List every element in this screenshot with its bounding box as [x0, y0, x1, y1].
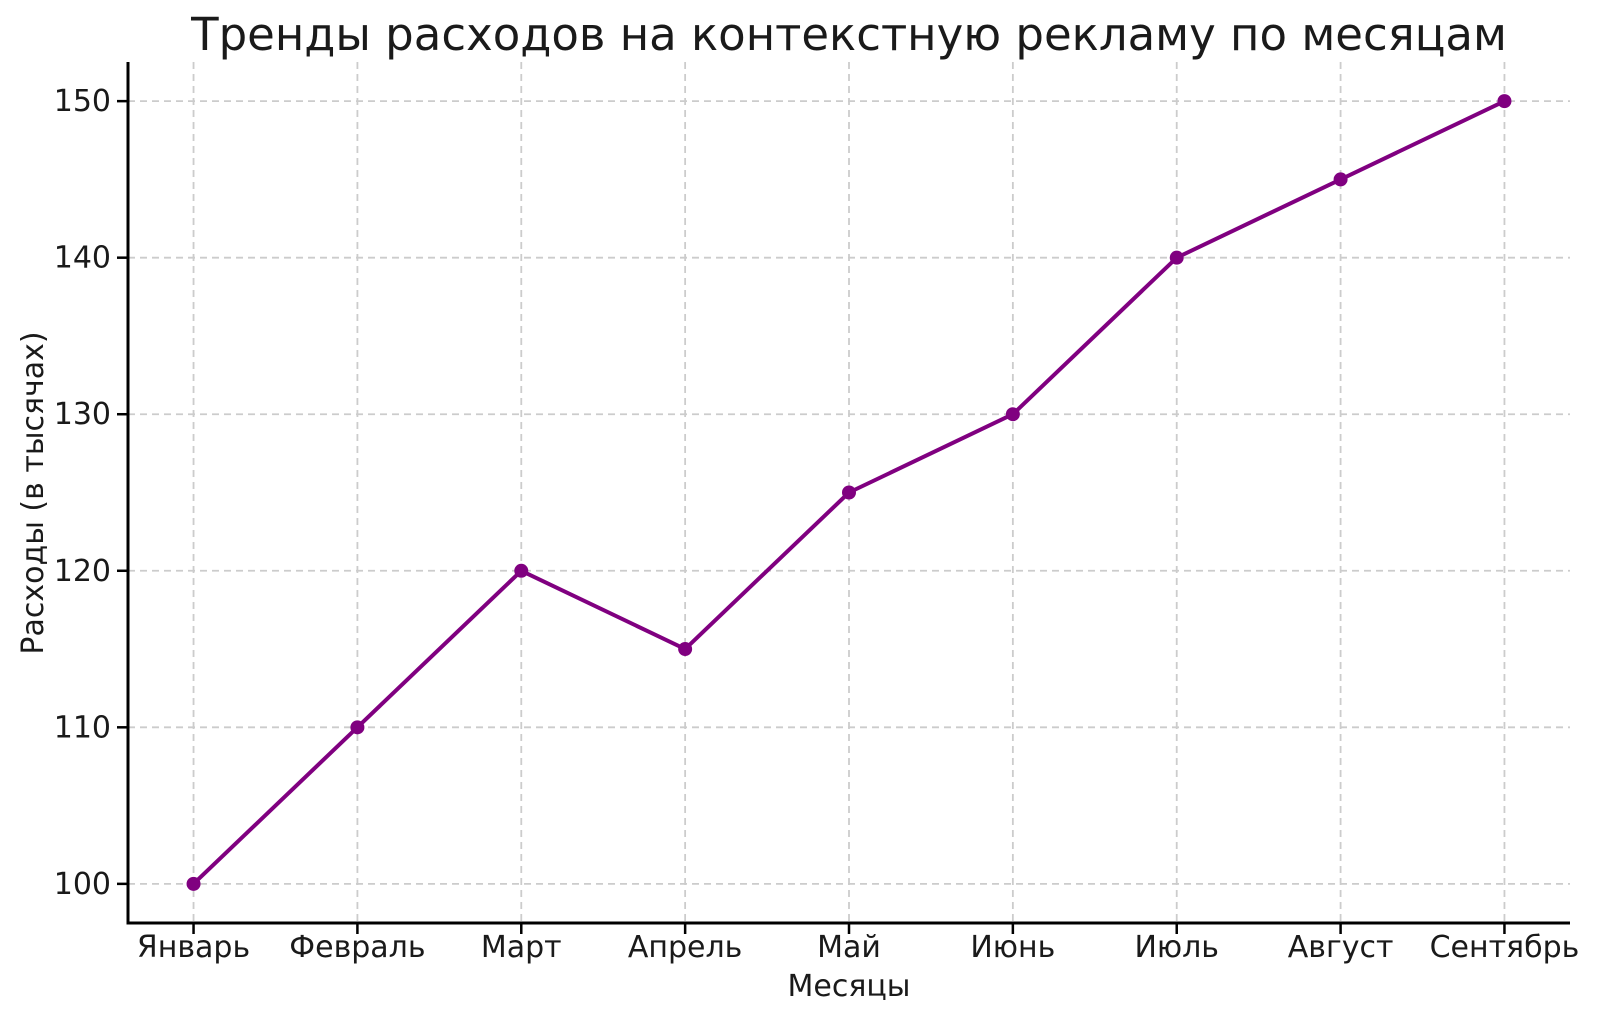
tick-mark-layer: [117, 99, 1506, 934]
y-tick-label: 140: [54, 241, 111, 276]
y-axis-title: Расходы (в тысячах): [16, 331, 51, 654]
y-tick-label: 100: [54, 867, 111, 902]
y-tick-label: 110: [54, 710, 111, 745]
x-axis-title: Месяцы: [788, 969, 911, 1004]
x-tick-label: Май: [817, 930, 881, 965]
x-tick-label: Январь: [137, 930, 250, 965]
data-point-marker: [842, 485, 856, 500]
x-tick-label: Сентябрь: [1430, 930, 1580, 965]
y-tick-label: 130: [54, 397, 111, 432]
data-point-marker: [1333, 172, 1348, 187]
data-point-marker: [186, 876, 201, 891]
x-tick-label: Июнь: [970, 930, 1055, 965]
data-point-marker: [1005, 407, 1020, 422]
y-tick-label: 120: [54, 554, 111, 589]
y-tick-label: 150: [54, 84, 111, 119]
data-point-marker: [1497, 94, 1512, 109]
data-point-marker: [514, 563, 529, 578]
x-tick-label: Август: [1288, 930, 1394, 965]
tick-label-layer: 100 110 120 130 140 150 Январь Февраль Март Апрел…: [54, 84, 1580, 965]
x-tick-label: Июль: [1134, 930, 1219, 965]
x-tick-label: Апрель: [628, 930, 743, 965]
data-point-marker: [350, 720, 365, 735]
data-point-marker: [1169, 250, 1184, 265]
x-tick-label: Февраль: [289, 930, 425, 965]
data-point-marker: [678, 642, 693, 657]
x-tick-label: Март: [481, 930, 562, 965]
chart-title: Тренды расходов на контекстную рекламу п…: [190, 8, 1507, 61]
gridline-layer: [128, 62, 1570, 923]
data-series-layer: [186, 94, 1512, 891]
